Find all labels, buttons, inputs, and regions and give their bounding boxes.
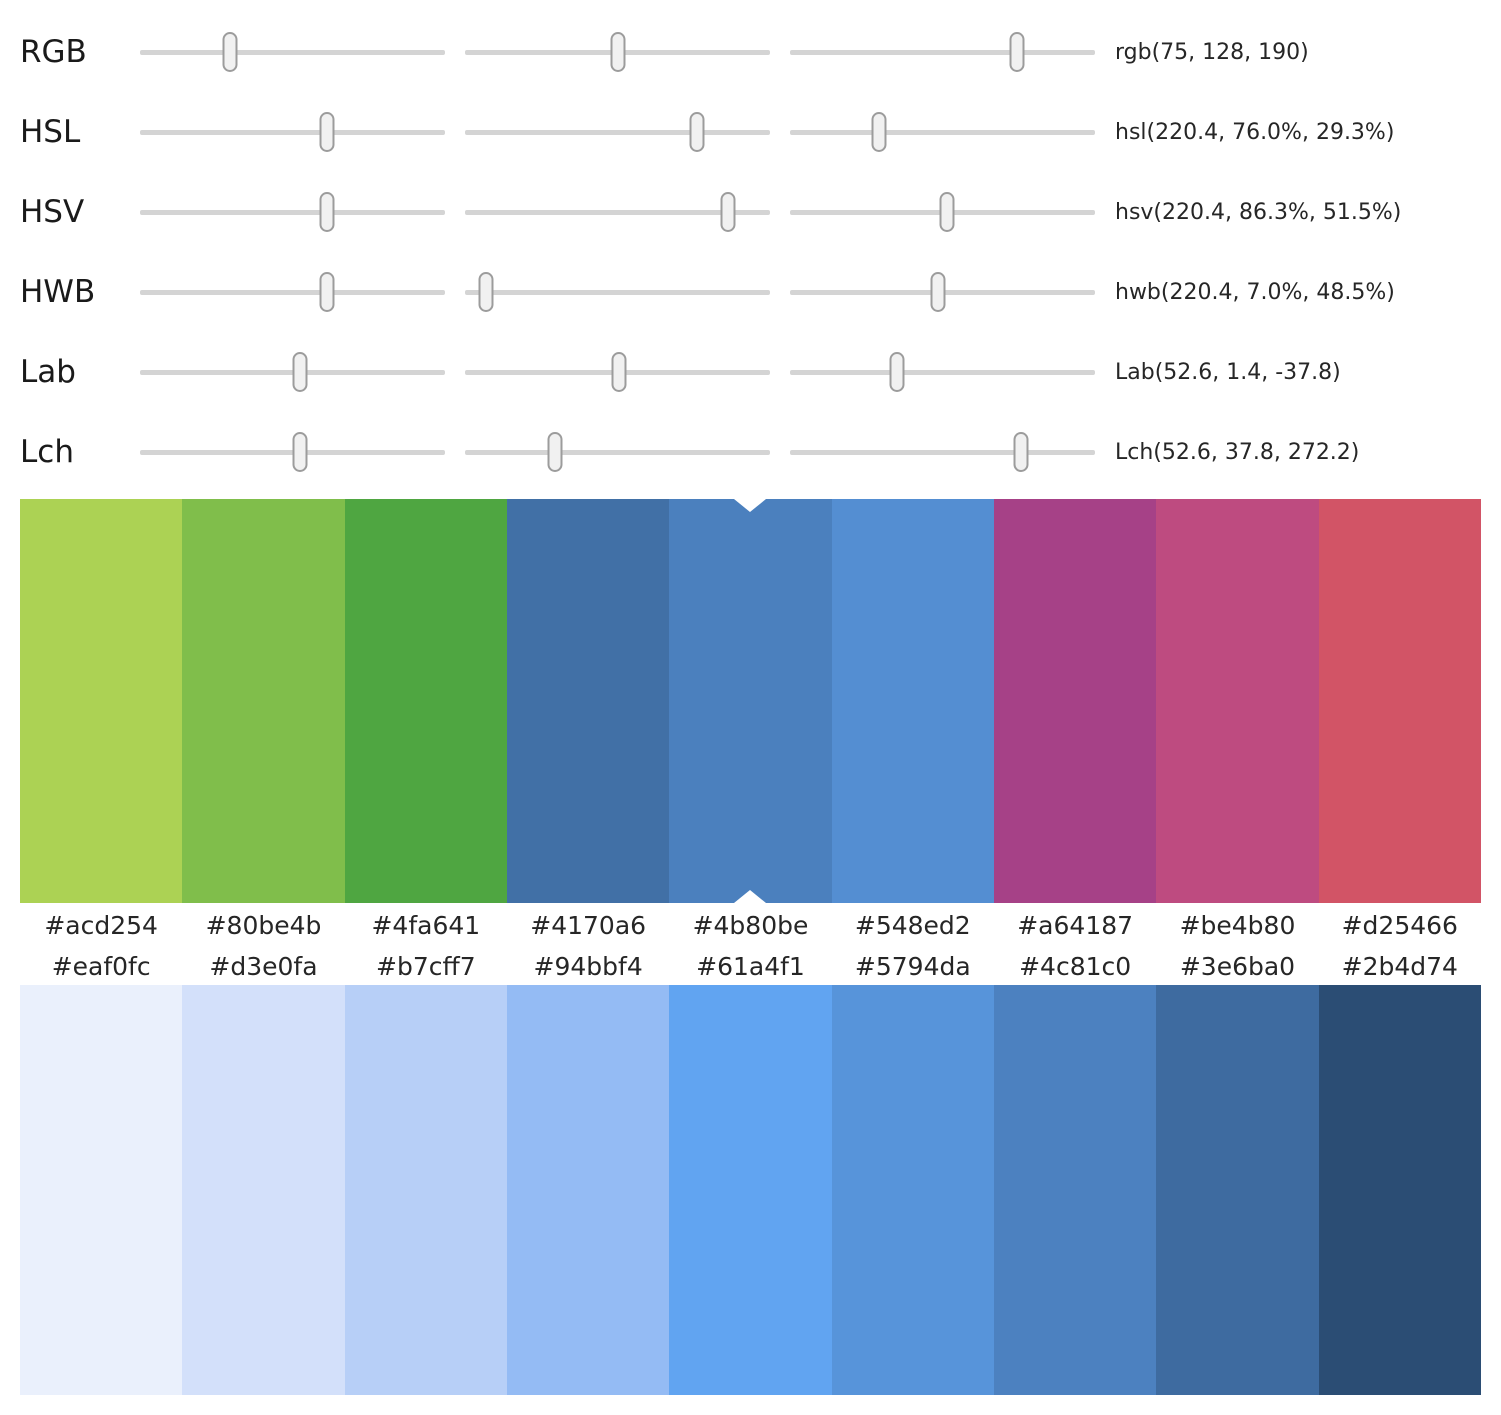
hsv-slider-thumb-3[interactable] — [939, 192, 955, 232]
hex-label-b7cff7: #b7cff7 — [376, 951, 476, 981]
swatch-61a4f1[interactable] — [669, 985, 832, 1395]
hsl-slider-track-1[interactable] — [140, 112, 445, 152]
hsv-label: HSV — [20, 194, 85, 230]
slider-row-lab: Lab Lab(52.6, 1.4, -37.8) — [0, 332, 1501, 412]
hex-label-d3e0fa: #d3e0fa — [209, 951, 318, 981]
hex-label-be4b80: #be4b80 — [1179, 910, 1296, 940]
slider-row-hsv: HSV hsv(220.4, 86.3%, 51.5%) — [0, 172, 1501, 252]
hsl-slider-track-3[interactable] — [790, 112, 1095, 152]
hwb-slider-thumb-1[interactable] — [319, 272, 335, 312]
lab-slider-track-2[interactable] — [465, 352, 770, 392]
hex-label-5794da: #5794da — [854, 951, 971, 981]
hwb-label: HWB — [20, 274, 96, 310]
rgb-value-text: rgb(75, 128, 190) — [1115, 39, 1309, 65]
hwb-slider-track-1[interactable] — [140, 272, 445, 312]
hex-label-d25466: #d25466 — [1341, 910, 1458, 940]
rgb-slider-thumb-1[interactable] — [222, 32, 238, 72]
swatch-2b4d74[interactable] — [1318, 985, 1481, 1395]
lch-slider-thumb-1[interactable] — [292, 432, 308, 472]
rgb-slider-thumb-3[interactable] — [1009, 32, 1025, 72]
lab-label: Lab — [20, 354, 76, 390]
hex-label-548ed2: #548ed2 — [854, 910, 971, 940]
swatch-4170a6[interactable] — [506, 499, 670, 903]
hsv-slider-track-3[interactable] — [790, 192, 1095, 232]
lab-slider-track-1[interactable] — [140, 352, 445, 392]
swatch-4c81c0[interactable] — [993, 985, 1157, 1395]
lab-slider-thumb-3[interactable] — [889, 352, 905, 392]
swatch-a64187[interactable] — [993, 499, 1157, 903]
lch-slider-track-2[interactable] — [465, 432, 770, 472]
swatch-b7cff7[interactable] — [344, 985, 507, 1395]
lab-value-text: Lab(52.6, 1.4, -37.8) — [1115, 359, 1341, 385]
slider-row-hsl: HSL hsl(220.4, 76.0%, 29.3%) — [0, 92, 1501, 172]
hsv-value-text: hsv(220.4, 86.3%, 51.5%) — [1115, 199, 1402, 225]
swatch-3e6ba0[interactable] — [1156, 985, 1319, 1395]
hex-label-4170a6: #4170a6 — [530, 910, 647, 940]
hex-label-a64187: #a64187 — [1017, 910, 1134, 940]
hsl-slider-thumb-3[interactable] — [871, 112, 887, 152]
hsl-slider-thumb-2[interactable] — [689, 112, 705, 152]
hsl-label: HSL — [20, 114, 81, 150]
hex-label-3e6ba0: #3e6ba0 — [1179, 951, 1296, 981]
slider-panel: RGB rgb(75, 128, 190) HSL hsl(220.4, 76.… — [0, 0, 1501, 492]
swatch-4b80be-selected[interactable] — [669, 499, 832, 903]
hsl-slider-track-2[interactable] — [465, 112, 770, 152]
swatch-94bbf4[interactable] — [506, 985, 670, 1395]
hwb-slider-thumb-2[interactable] — [478, 272, 494, 312]
hsl-value-text: hsl(220.4, 76.0%, 29.3%) — [1115, 119, 1395, 145]
swatch-d3e0fa[interactable] — [182, 985, 345, 1395]
rgb-slider-thumb-2[interactable] — [610, 32, 626, 72]
rgb-slider-track-3[interactable] — [790, 32, 1095, 72]
rgb-slider-track-2[interactable] — [465, 32, 770, 72]
hex-label-acd254: #acd254 — [44, 910, 158, 940]
lch-slider-track-3[interactable] — [790, 432, 1095, 472]
palette-bottom — [20, 985, 1481, 1395]
lch-label: Lch — [20, 434, 74, 470]
hwb-slider-thumb-3[interactable] — [930, 272, 946, 312]
hex-label-61a4f1: #61a4f1 — [696, 951, 805, 981]
rgb-slider-track-1[interactable] — [140, 32, 445, 72]
hsv-slider-thumb-2[interactable] — [720, 192, 736, 232]
swatch-5794da[interactable] — [831, 985, 994, 1395]
hex-labels-top: #acd254 #80be4b #4fa641 #4170a6 #4b80be #548e… — [20, 903, 1481, 947]
swatch-eaf0fc[interactable] — [20, 985, 183, 1395]
swatch-acd254[interactable] — [20, 499, 183, 903]
lch-slider-thumb-3[interactable] — [1013, 432, 1029, 472]
rgb-label: RGB — [20, 34, 87, 70]
lab-slider-track-3[interactable] — [790, 352, 1095, 392]
hwb-value-text: hwb(220.4, 7.0%, 48.5%) — [1115, 279, 1395, 305]
lch-slider-thumb-2[interactable] — [547, 432, 563, 472]
hex-label-4fa641: #4fa641 — [371, 910, 481, 940]
slider-row-hwb: HWB hwb(220.4, 7.0%, 48.5%) — [0, 252, 1501, 332]
hwb-slider-track-3[interactable] — [790, 272, 1095, 312]
hex-label-eaf0fc: #eaf0fc — [51, 951, 151, 981]
slider-row-lch: Lch Lch(52.6, 37.8, 272.2) — [0, 412, 1501, 492]
lch-slider-track-1[interactable] — [140, 432, 445, 472]
hsv-slider-thumb-1[interactable] — [319, 192, 335, 232]
hex-labels-bottom: #eaf0fc #d3e0fa #b7cff7 #94bbf4 #61a4f1 #5794… — [20, 947, 1481, 985]
hwb-slider-track-2[interactable] — [465, 272, 770, 312]
lab-slider-thumb-2[interactable] — [611, 352, 627, 392]
swatch-4fa641[interactable] — [344, 499, 507, 903]
lch-value-text: Lch(52.6, 37.8, 272.2) — [1115, 439, 1360, 465]
swatch-80be4b[interactable] — [182, 499, 345, 903]
hex-label-80be4b: #80be4b — [205, 910, 322, 940]
palette-top — [20, 499, 1481, 903]
hex-label-4c81c0: #4c81c0 — [1019, 951, 1132, 981]
lab-slider-thumb-1[interactable] — [292, 352, 308, 392]
hex-label-2b4d74: #2b4d74 — [1341, 951, 1458, 981]
hsv-slider-track-1[interactable] — [140, 192, 445, 232]
slider-row-rgb: RGB rgb(75, 128, 190) — [0, 12, 1501, 92]
swatch-be4b80[interactable] — [1156, 499, 1319, 903]
hex-label-4b80be: #4b80be — [692, 910, 809, 940]
swatch-548ed2[interactable] — [831, 499, 994, 903]
swatch-d25466[interactable] — [1318, 499, 1481, 903]
hsv-slider-track-2[interactable] — [465, 192, 770, 232]
hsl-slider-thumb-1[interactable] — [319, 112, 335, 152]
hex-label-94bbf4: #94bbf4 — [533, 951, 643, 981]
